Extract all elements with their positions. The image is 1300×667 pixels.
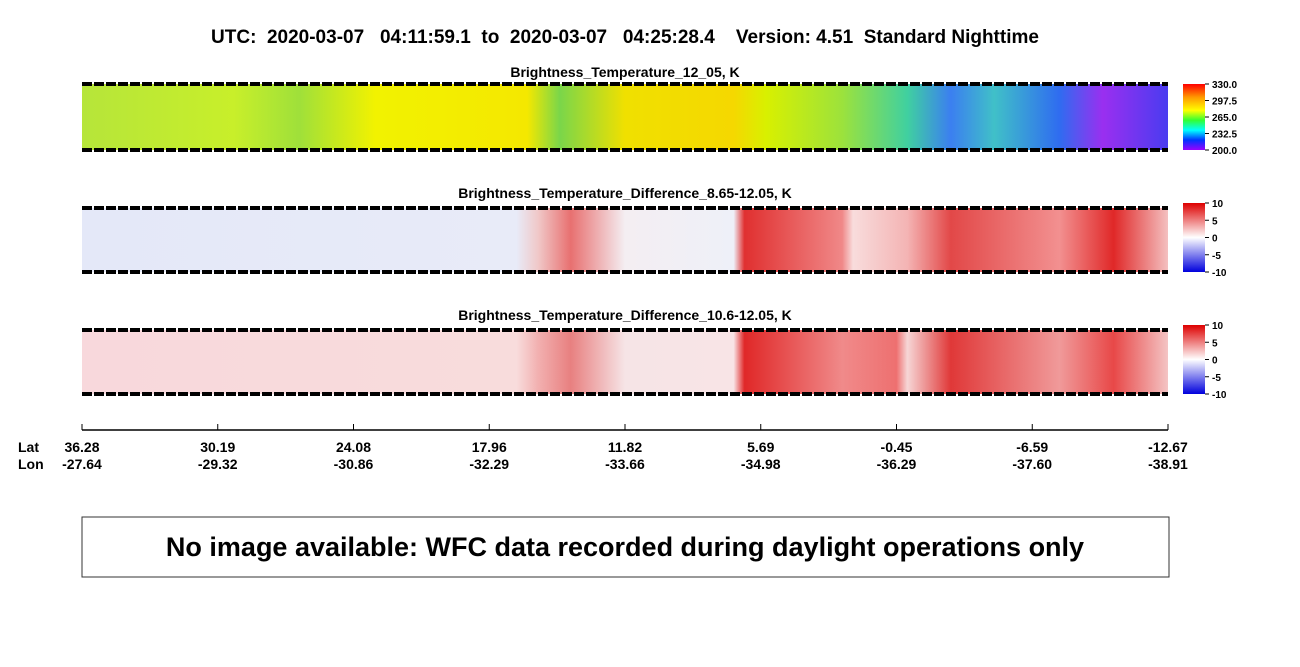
lon-tick-label: -29.32 xyxy=(198,456,238,472)
lat-tick-label: 36.28 xyxy=(64,439,99,455)
colorbar-tick-label: 297.5 xyxy=(1212,97,1237,108)
colorbar xyxy=(1183,203,1205,272)
data-strip xyxy=(82,208,1168,272)
data-strip xyxy=(82,84,1168,150)
colorbar xyxy=(1183,84,1205,150)
panel-title: Brightness_Temperature_Difference_10.6-1… xyxy=(458,307,792,323)
lon-tick-label: -38.91 xyxy=(1148,456,1188,472)
lat-tick-label: -0.45 xyxy=(881,439,913,455)
panel-title: Brightness_Temperature_12_05, K xyxy=(510,64,739,80)
colorbar-tick-label: 10 xyxy=(1212,199,1224,210)
colorbar-tick-label: -10 xyxy=(1212,268,1227,279)
lon-tick-label: -34.98 xyxy=(741,456,781,472)
colorbar-tick-label: -5 xyxy=(1212,251,1221,262)
colorbar-tick-label: 5 xyxy=(1212,216,1218,227)
panel-title: Brightness_Temperature_Difference_8.65-1… xyxy=(458,185,792,201)
colorbar xyxy=(1183,325,1205,394)
page-title: UTC: 2020-03-07 04:11:59.1 to 2020-03-07… xyxy=(211,27,1039,48)
lon-label: Lon xyxy=(18,456,44,472)
lon-tick-label: -32.29 xyxy=(469,456,509,472)
colorbar-tick-label: 0 xyxy=(1212,234,1218,245)
lat-tick-label: 30.19 xyxy=(200,439,235,455)
colorbar-tick-label: 200.0 xyxy=(1212,146,1237,157)
lon-tick-label: -33.66 xyxy=(605,456,645,472)
lon-tick-label: -37.60 xyxy=(1012,456,1052,472)
colorbar-tick-label: 265.0 xyxy=(1212,113,1237,124)
lon-tick-label: -27.64 xyxy=(62,456,102,472)
lat-tick-label: 24.08 xyxy=(336,439,371,455)
message-box xyxy=(81,516,1170,578)
lat-tick-label: 11.82 xyxy=(608,439,642,455)
colorbar-tick-label: 5 xyxy=(1212,338,1218,349)
lat-tick-label: -12.67 xyxy=(1148,439,1188,455)
lon-tick-label: -36.29 xyxy=(877,456,917,472)
lat-tick-label: 5.69 xyxy=(747,439,774,455)
lat-tick-label: -6.59 xyxy=(1016,439,1048,455)
lon-tick-label: -30.86 xyxy=(334,456,374,472)
colorbar-tick-label: 10 xyxy=(1212,321,1224,332)
colorbar-tick-label: -10 xyxy=(1212,390,1227,401)
lat-tick-label: 17.96 xyxy=(472,439,507,455)
colorbar-tick-label: -5 xyxy=(1212,373,1221,384)
colorbar-tick-label: 232.5 xyxy=(1212,130,1237,141)
message: No image available: WFC data recorded du… xyxy=(166,532,1084,562)
colorbar-tick-label: 330.0 xyxy=(1212,80,1237,91)
data-strip xyxy=(82,330,1168,394)
lat-label: Lat xyxy=(18,439,39,455)
colorbar-tick-label: 0 xyxy=(1212,356,1218,367)
